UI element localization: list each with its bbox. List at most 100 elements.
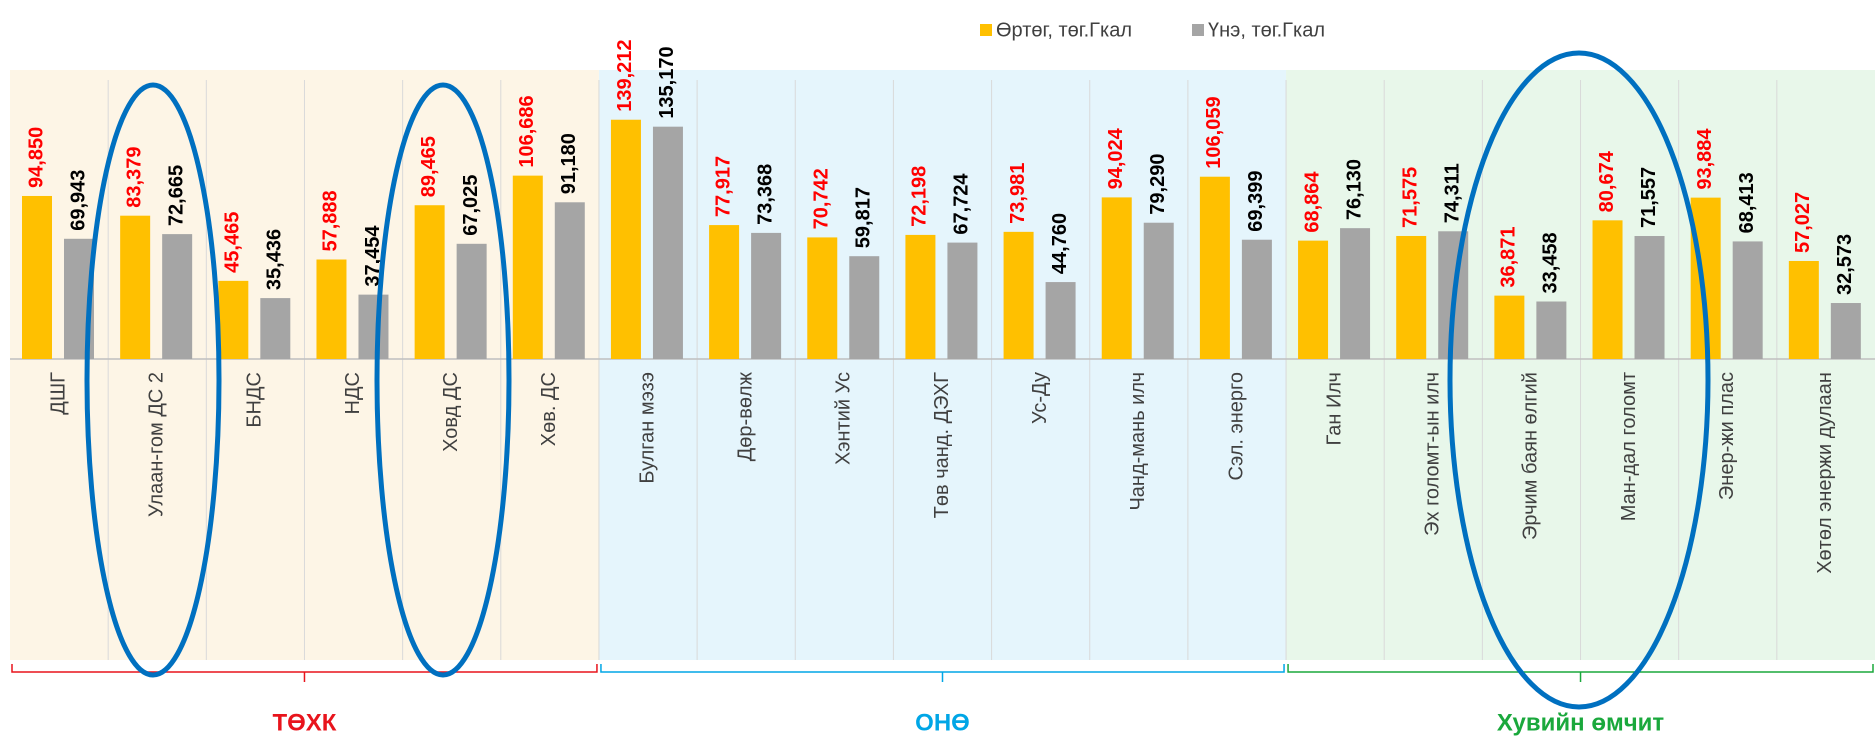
data-label: 93,884: [1694, 128, 1716, 190]
data-label: 33,458: [1540, 232, 1562, 293]
bar: [849, 256, 880, 359]
group-bracket: [600, 664, 1285, 682]
data-label: 36,871: [1498, 226, 1520, 287]
group-background: [598, 70, 1287, 660]
data-label: 69,943: [67, 170, 89, 231]
x-tick-label: Чанд-мань илч: [1127, 372, 1149, 511]
bar: [807, 237, 838, 359]
legend-swatch: [1192, 24, 1204, 36]
bar: [162, 234, 193, 359]
data-label: 57,888: [320, 190, 342, 251]
bar: [709, 225, 740, 359]
bar: [1396, 235, 1427, 359]
data-label: 68,864: [1301, 171, 1323, 233]
bar: [1536, 301, 1567, 359]
bar: [652, 126, 683, 359]
x-tick-label: Эрчим баян өлгий: [1520, 372, 1542, 540]
data-label: 59,817: [853, 187, 875, 248]
data-label: 71,557: [1638, 167, 1660, 228]
x-tick-label: Ус-Ду: [1029, 372, 1051, 424]
bar: [1592, 220, 1623, 359]
x-tick-label: ДШГ: [47, 372, 69, 415]
highlight-ellipse: [1447, 50, 1711, 710]
data-label: 67,025: [460, 175, 482, 236]
x-tick-label: БНДС: [244, 372, 266, 428]
group-bracket: [11, 664, 598, 682]
highlight-ellipses: [84, 50, 1711, 710]
data-label: 68,413: [1736, 172, 1758, 233]
data-label: 139,212: [614, 39, 636, 111]
data-label: 67,724: [951, 173, 973, 235]
data-label: 79,290: [1147, 154, 1169, 215]
bar: [316, 259, 347, 359]
x-tick-label: Улаан-гом ДС 2: [146, 372, 168, 517]
x-tick-label: Эх голомт-ын илч: [1422, 372, 1444, 536]
group-label: Хувийн өмчит: [1497, 709, 1665, 736]
group-label: ОНӨ: [915, 709, 970, 736]
x-tick-label: Ховд ДС: [440, 372, 462, 452]
x-tick-label: Энер-жи плас: [1716, 372, 1738, 500]
data-label: 35,436: [264, 229, 286, 290]
bar: [1298, 240, 1329, 359]
bar: [1199, 176, 1230, 359]
bar: [218, 280, 249, 359]
data-label: 72,198: [909, 166, 931, 227]
data-label: 71,575: [1399, 167, 1421, 228]
data-label: 44,760: [1049, 213, 1071, 274]
data-label: 70,742: [811, 168, 833, 229]
data-label: 83,379: [123, 147, 145, 208]
highlight-ellipse: [374, 82, 512, 678]
data-label: 106,686: [516, 95, 538, 167]
group-label: ТӨХК: [272, 709, 336, 736]
bar: [554, 202, 585, 359]
bar: [610, 119, 641, 360]
data-label: 73,368: [754, 164, 776, 225]
plot: ТӨХК ОНӨ Хувийн өмчит Өртөг, төг.Гкал Үнэ, т…: [22, 19, 1861, 736]
bar: [947, 242, 978, 359]
bar: [1634, 236, 1665, 359]
bar: [512, 175, 543, 359]
x-tick-label: Булган мэзэ: [636, 372, 658, 484]
x-tick-label: Хөв. ДС: [538, 372, 560, 446]
x-tick-label: Хөтөл энержи дулаан: [1814, 372, 1836, 574]
bar: [358, 294, 389, 359]
bar: [1143, 222, 1174, 359]
bar: [414, 205, 445, 359]
data-label: 94,024: [1105, 127, 1127, 189]
data-label: 32,573: [1834, 234, 1856, 295]
data-label: 73,981: [1007, 163, 1029, 224]
legend-label: Өртөг, төг.Гкал: [996, 19, 1132, 41]
data-label: 57,027: [1792, 192, 1814, 253]
data-label: 37,454: [362, 225, 384, 287]
data-label: 91,180: [558, 133, 580, 194]
bar: [120, 215, 151, 359]
bar: [1830, 303, 1861, 359]
bar: [905, 234, 936, 359]
data-label: 135,170: [656, 46, 678, 118]
legend-swatch: [980, 24, 992, 36]
bar: [751, 232, 782, 359]
data-label: 76,130: [1343, 159, 1365, 220]
bar: [260, 298, 291, 359]
legend-label: Үнэ, төг.Гкал: [1208, 19, 1325, 41]
data-label: 106,059: [1203, 96, 1225, 168]
x-tick-label: Сэл. энерго: [1225, 372, 1247, 480]
data-label: 94,850: [25, 127, 47, 188]
x-tick-label: Хэнтий Ус: [833, 372, 855, 465]
x-tick-label: Ган Илч: [1323, 372, 1345, 445]
highlight-ellipse: [84, 82, 222, 678]
bar: [1241, 239, 1272, 359]
bar: [456, 243, 487, 359]
data-label: 74,311: [1441, 163, 1463, 223]
bar: [1045, 282, 1076, 359]
data-label: 80,674: [1596, 150, 1618, 212]
bar: [22, 195, 52, 359]
bar: [1494, 295, 1525, 359]
group-bracket: [1287, 664, 1874, 682]
group-backgrounds: [10, 70, 1875, 682]
x-tick-label: Ман-дал голомт: [1618, 372, 1640, 521]
data-label: 72,665: [165, 165, 187, 226]
data-label: 69,399: [1245, 171, 1267, 232]
bar: [1003, 231, 1034, 359]
